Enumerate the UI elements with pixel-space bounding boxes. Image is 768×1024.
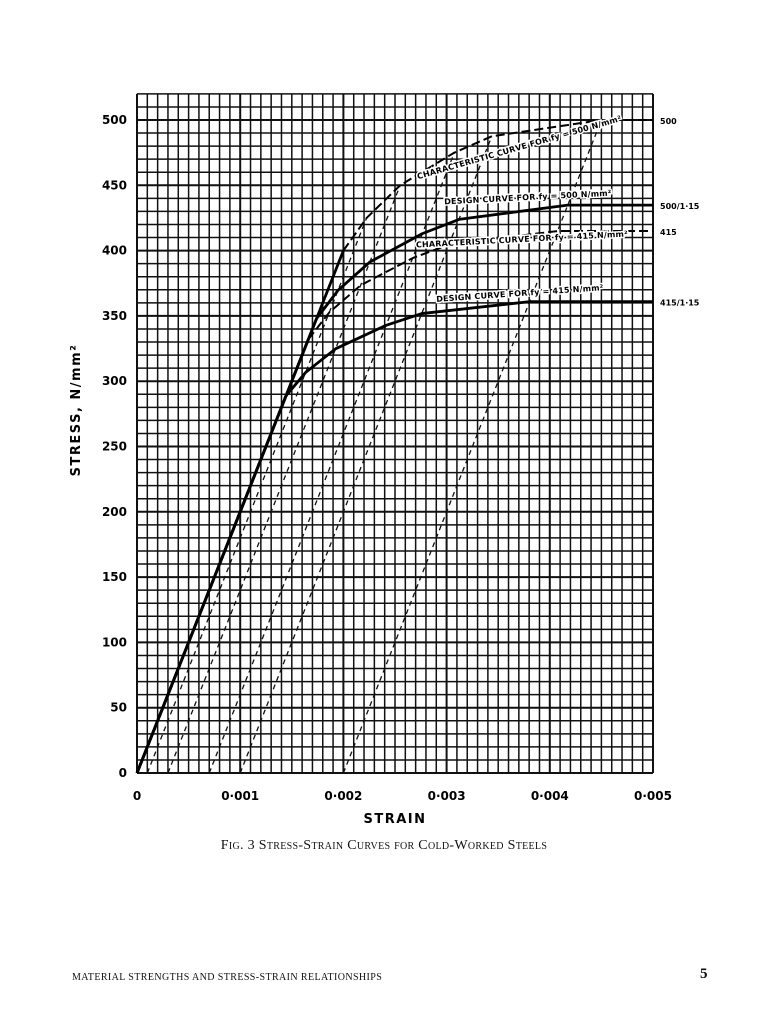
offset-line bbox=[239, 136, 493, 774]
y-tick-label: 200 bbox=[102, 505, 127, 519]
series-end-label: 500/1·15 bbox=[660, 202, 700, 211]
x-tick-label: 0·004 bbox=[531, 789, 569, 803]
x-tick-label: 0·003 bbox=[428, 789, 466, 803]
offset-line bbox=[146, 217, 368, 774]
figure-caption: Fig. 3 Stress-Strain Curves for Cold-Wor… bbox=[220, 838, 548, 853]
y-tick-label: 250 bbox=[102, 440, 127, 454]
y-tick-label: 150 bbox=[102, 570, 127, 584]
offset-line bbox=[208, 152, 455, 774]
x-tick-labels: 0 0·001 0·002 0·003 0·004 0·005 bbox=[133, 789, 672, 803]
page-number: 5 bbox=[700, 966, 708, 982]
curves bbox=[135, 119, 654, 774]
offset-lines bbox=[146, 119, 603, 774]
series-end-label: 415/1·15 bbox=[660, 299, 700, 308]
x-tick-label: 0·002 bbox=[324, 789, 362, 803]
y-tick-label: 500 bbox=[102, 113, 127, 127]
y-tick-label: 300 bbox=[102, 374, 127, 388]
series-end-label: 500 bbox=[660, 117, 677, 126]
y-tick-label: 50 bbox=[110, 701, 127, 715]
y-tick-label: 450 bbox=[102, 178, 127, 192]
series-line-4-elastic bbox=[135, 395, 288, 774]
y-axis-title: STRESS, N/mm² bbox=[69, 344, 84, 477]
x-tick-label: 0·005 bbox=[634, 789, 672, 803]
x-tick-label: 0·001 bbox=[221, 789, 259, 803]
y-tick-label: 400 bbox=[102, 244, 127, 258]
offset-line bbox=[342, 119, 603, 774]
curve-name-label: DESIGN CURVE FOR fy = 500 N/mm² bbox=[444, 189, 612, 207]
x-axis-title: STRAIN bbox=[363, 812, 426, 827]
y-tick-label: 350 bbox=[102, 309, 127, 323]
y-tick-label: 100 bbox=[102, 635, 127, 649]
y-tick-label: 0 bbox=[119, 766, 127, 780]
y-tick-labels: 0 50 100 150 200 250 300 350 400 450 500 bbox=[102, 113, 127, 780]
series-end-label: 415 bbox=[660, 228, 677, 237]
curve-name-label: CHARACTERISTIC CURVE FOR fy = 415 N/mm² bbox=[416, 229, 629, 249]
x-tick-label: 0 bbox=[133, 789, 141, 803]
grid bbox=[136, 93, 654, 774]
offset-line bbox=[167, 185, 401, 774]
running-title: MATERIAL STRENGTHS AND STRESS-STRAIN REL… bbox=[72, 972, 383, 983]
